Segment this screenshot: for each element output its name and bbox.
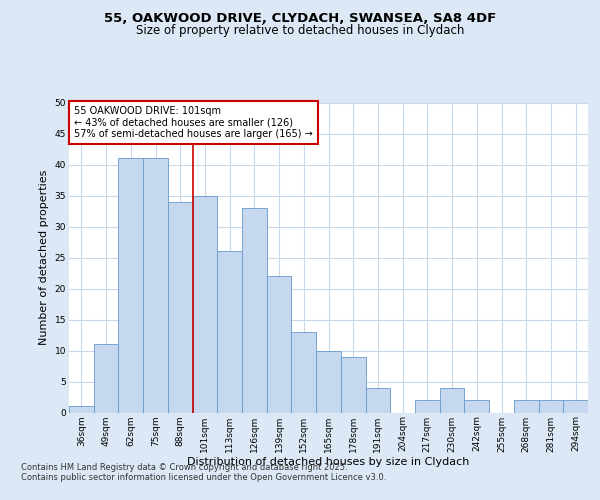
Bar <box>168 202 193 412</box>
Text: 55, OAKWOOD DRIVE, CLYDACH, SWANSEA, SA8 4DF: 55, OAKWOOD DRIVE, CLYDACH, SWANSEA, SA8… <box>104 12 496 26</box>
Bar <box>440 388 464 412</box>
Bar <box>415 400 440 412</box>
Bar <box>193 196 217 412</box>
Text: 55 OAKWOOD DRIVE: 101sqm
← 43% of detached houses are smaller (126)
57% of semi-: 55 OAKWOOD DRIVE: 101sqm ← 43% of detach… <box>74 106 313 139</box>
Bar <box>341 356 365 412</box>
Bar <box>316 350 341 412</box>
Bar <box>143 158 168 412</box>
Bar <box>563 400 588 412</box>
Bar <box>464 400 489 412</box>
Bar <box>118 158 143 412</box>
Bar <box>94 344 118 412</box>
Text: Size of property relative to detached houses in Clydach: Size of property relative to detached ho… <box>136 24 464 37</box>
Text: Contains HM Land Registry data © Crown copyright and database right 2025.: Contains HM Land Registry data © Crown c… <box>21 464 347 472</box>
Bar <box>365 388 390 412</box>
Bar <box>514 400 539 412</box>
Bar <box>217 252 242 412</box>
Y-axis label: Number of detached properties: Number of detached properties <box>39 170 49 345</box>
Bar <box>242 208 267 412</box>
Bar <box>292 332 316 412</box>
Text: Contains public sector information licensed under the Open Government Licence v3: Contains public sector information licen… <box>21 474 386 482</box>
Bar <box>539 400 563 412</box>
X-axis label: Distribution of detached houses by size in Clydach: Distribution of detached houses by size … <box>187 457 470 467</box>
Bar <box>267 276 292 412</box>
Bar <box>69 406 94 412</box>
